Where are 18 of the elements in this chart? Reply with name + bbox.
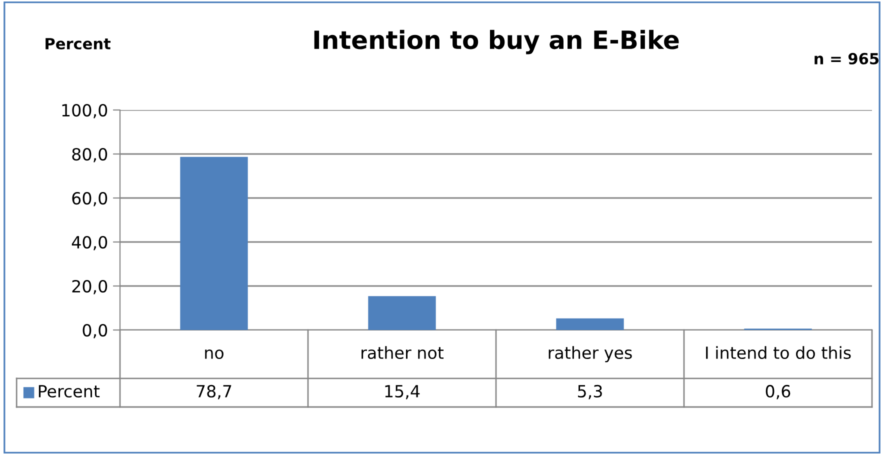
y-tick-label: 0,0: [82, 324, 108, 338]
data-label: 78,7: [196, 384, 232, 400]
y-tick-label: 80,0: [72, 148, 108, 162]
chart-title: Intention to buy an E-Bike: [314, 30, 679, 54]
y-tick-label: 40,0: [72, 236, 108, 250]
y-tick-label: 100,0: [62, 104, 108, 118]
y-tick-label: 60,0: [72, 192, 108, 206]
x-tick-label: no: [205, 349, 224, 360]
data-label: 15,4: [385, 385, 420, 400]
y-tick-label: 20,0: [72, 280, 108, 294]
legend-label: Percent: [38, 385, 100, 398]
x-tick-label: rather yes: [548, 346, 632, 362]
data-label: 5,3: [578, 384, 602, 400]
text: n = 965: [814, 52, 879, 64]
data-label: 0,6: [766, 384, 790, 400]
x-tick-label: rather not: [362, 346, 444, 360]
x-tick-label: I intend to do this: [706, 346, 851, 360]
y-axis-title: Percent: [46, 38, 111, 50]
